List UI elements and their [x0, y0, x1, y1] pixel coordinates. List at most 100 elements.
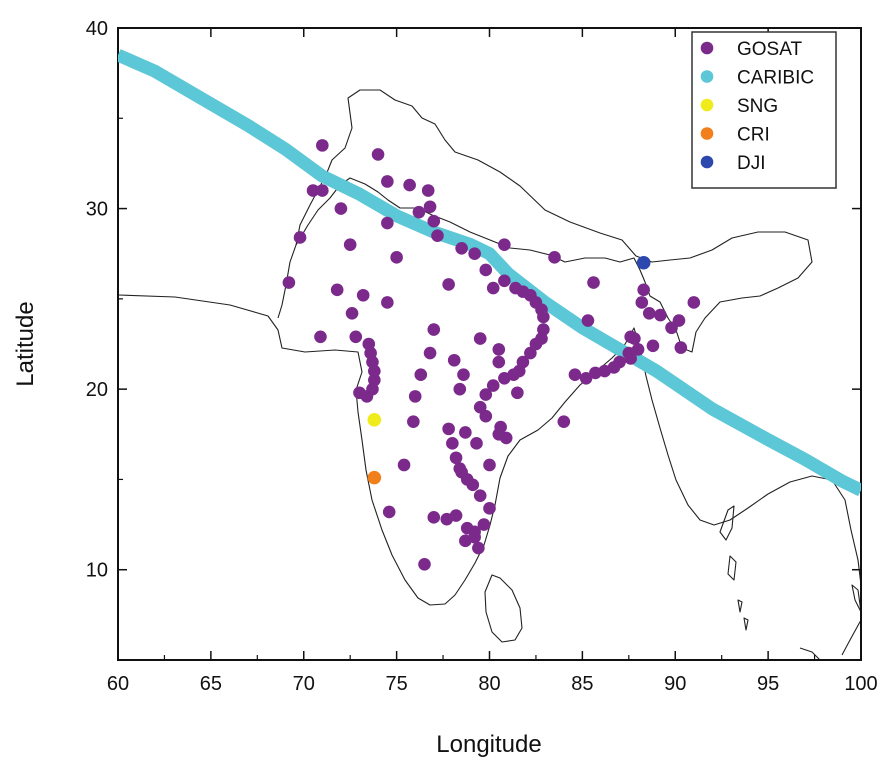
- gosat-point: [468, 247, 481, 261]
- x-tick-label: 60: [107, 673, 129, 695]
- x-tick-label: 95: [757, 673, 779, 695]
- gosat-point: [460, 521, 474, 535]
- gosat-point: [672, 314, 686, 327]
- gosat-point: [524, 346, 537, 360]
- gosat-point: [382, 505, 396, 519]
- gosat-point: [293, 231, 307, 244]
- gosat-point: [316, 184, 329, 197]
- gosat-point: [306, 184, 320, 197]
- gosat-point: [423, 346, 437, 360]
- gosat-point: [498, 238, 511, 251]
- gosat-point: [408, 390, 422, 403]
- gosat-point: [473, 332, 487, 345]
- gosat-point: [345, 307, 359, 320]
- legend: GOSAT CARIBIC SNG CRI DJI: [691, 31, 837, 189]
- legend-label-dji: DJI: [737, 153, 766, 174]
- x-tick-label: 65: [200, 673, 222, 695]
- gosat-point: [473, 400, 487, 414]
- cri-point: [367, 470, 382, 485]
- gosat-point: [334, 202, 348, 215]
- gosat-point: [468, 530, 481, 544]
- gosat-point: [537, 310, 550, 324]
- gosat-point: [498, 274, 511, 288]
- gosat-point: [381, 216, 394, 230]
- southeast-coast-outline: [799, 619, 861, 660]
- gosat-point: [412, 205, 426, 219]
- legend-marker-caribic: [700, 70, 714, 83]
- gosat-point: [499, 431, 513, 445]
- legend-label-cri: CRI: [737, 125, 770, 146]
- gosat-point: [453, 382, 467, 396]
- border-outline: [295, 89, 813, 353]
- y-axis-label: Latitude: [12, 301, 39, 386]
- gosat-point: [479, 409, 493, 423]
- gosat-point: [470, 437, 483, 450]
- gosat-point: [477, 518, 491, 531]
- gosat-point: [330, 283, 344, 297]
- gosat-point: [407, 415, 420, 428]
- series-line-caribic: [118, 49, 861, 497]
- islands-outline: [719, 505, 861, 631]
- x-tick-label: 90: [664, 673, 686, 695]
- gosat-point: [635, 296, 649, 309]
- gosat-point: [674, 341, 688, 354]
- legend-marker-dji: [700, 155, 714, 169]
- legend-label-caribic: CARIBIC: [737, 68, 814, 89]
- gosat-point: [316, 139, 329, 152]
- x-tick-label: 100: [844, 673, 877, 695]
- coastline-outline: [118, 294, 861, 606]
- gosat-point: [492, 343, 506, 356]
- legend-marker-cri: [700, 127, 714, 140]
- gosat-point: [371, 148, 385, 161]
- gosat-point: [442, 422, 455, 436]
- y-tick-label: 10: [86, 560, 108, 582]
- gosat-point: [282, 276, 296, 289]
- gosat-point: [473, 489, 487, 502]
- gosat-point: [479, 263, 493, 277]
- y-tick-label: 30: [86, 199, 108, 221]
- gosat-point: [654, 308, 667, 322]
- gosat-point: [613, 355, 626, 369]
- gosat-point: [440, 512, 454, 526]
- gosat-point: [557, 415, 571, 428]
- sng-point: [367, 413, 382, 427]
- gosat-point: [397, 458, 411, 472]
- gosat-point: [587, 276, 600, 289]
- gosat-point: [631, 343, 645, 356]
- x-tick-label: 75: [386, 673, 408, 695]
- legend-marker-gosat: [700, 41, 714, 55]
- gosat-point: [511, 386, 524, 400]
- gosat-point: [459, 426, 472, 439]
- gosat-point: [483, 502, 496, 515]
- gosat-point: [314, 330, 327, 344]
- axis-ticks: 60 65 70 75 80 85 90 95 100 10 20 30 40: [86, 18, 878, 695]
- x-tick-label: 70: [293, 673, 315, 695]
- gosat-point: [646, 339, 660, 353]
- gosat-point: [579, 372, 593, 385]
- gosat-point: [472, 541, 485, 555]
- gosat-point: [494, 420, 507, 434]
- gosat-point: [390, 251, 403, 264]
- gosat-point: [427, 511, 441, 524]
- sri-lanka-outline: [484, 574, 523, 643]
- gosat-point: [486, 379, 500, 392]
- y-tick-label: 20: [86, 379, 108, 401]
- gosat-point: [442, 278, 455, 291]
- gosat-point: [343, 238, 357, 251]
- x-tick-label: 85: [571, 673, 593, 695]
- gosat-point: [368, 364, 381, 378]
- y-tick-label: 40: [86, 18, 108, 40]
- legend-label-gosat: GOSAT: [737, 39, 802, 60]
- map-outlines: [118, 89, 861, 660]
- gosat-point: [381, 175, 394, 188]
- gosat-point: [431, 229, 444, 242]
- gosat-point: [421, 184, 435, 197]
- gosat-point: [449, 451, 463, 465]
- gosat-point: [483, 458, 496, 472]
- gosat-point: [581, 314, 595, 327]
- gosat-point: [349, 330, 363, 344]
- gosat-point: [457, 368, 470, 381]
- gosat-point: [418, 557, 431, 571]
- gosat-point: [427, 323, 441, 336]
